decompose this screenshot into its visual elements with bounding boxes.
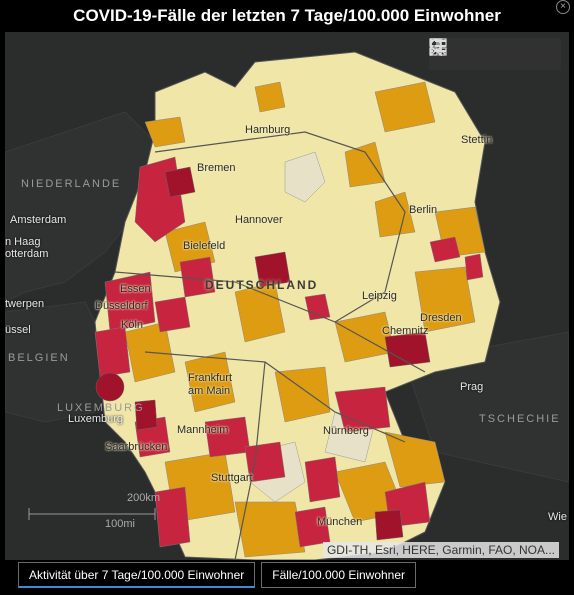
- city-label-prag: Prag: [460, 381, 484, 393]
- country-label-luxembourg: LUXEMBURG: [57, 402, 145, 414]
- basemap-gallery-icon[interactable]: [429, 38, 555, 67]
- city-label-hannover: Hannover: [235, 214, 283, 226]
- expand-icon[interactable]: ×: [556, 0, 570, 14]
- map-attribution[interactable]: GDI-TH, Esri, HERE, Garmin, FAO, NOA...: [322, 542, 559, 558]
- city-label-berlin: Berlin: [409, 204, 438, 216]
- city-label-leipzig: Leipzig: [362, 290, 397, 302]
- scale-label-km: 200km: [127, 492, 161, 504]
- city-label-bremen: Bremen: [197, 162, 236, 174]
- tab-bar: Aktivität über 7 Tage/100.000 Einwohner …: [18, 562, 417, 588]
- city-label-bielefeld: Bielefeld: [183, 240, 226, 252]
- tab-cases-per-100k[interactable]: Fälle/100.000 Einwohner: [261, 562, 417, 588]
- city-label-saarbruecken: Saarbrücken: [105, 441, 168, 453]
- city-label-den-haag: n Haag: [5, 236, 41, 248]
- legend-icon[interactable]: [430, 40, 524, 67]
- city-label-hamburg: Hamburg: [245, 124, 291, 136]
- country-label-czech: TSCHECHIE: [479, 413, 561, 425]
- city-label-muenchen: München: [317, 516, 363, 528]
- city-label-wien: Wie: [548, 511, 567, 523]
- city-label-antwerpen: twerpen: [5, 298, 45, 310]
- choropleth-map[interactable]: [5, 32, 569, 560]
- city-label-stettin: Stettin: [461, 134, 493, 146]
- scale-bar: 200km 100mi: [27, 492, 160, 546]
- city-label-mannheim: Mannheim: [177, 424, 229, 436]
- map-view[interactable]: NIEDERLANDE BELGIEN LUXEMBURG DEUTSCHLAN…: [5, 32, 569, 560]
- page-title: COVID-19-Fälle der letzten 7 Tage/100.00…: [73, 6, 501, 25]
- city-label-essen: Essen: [120, 283, 151, 295]
- city-label-nuernberg: Nürnberg: [323, 425, 369, 437]
- city-label-bruessel: üssel: [5, 324, 31, 336]
- country-label-netherlands: NIEDERLANDE: [21, 178, 122, 190]
- city-label-koeln: Köln: [121, 319, 144, 331]
- city-label-stuttgart: Stuttgart: [211, 472, 253, 484]
- city-label-luxemburg: Luxemburg: [68, 413, 124, 425]
- city-label-amsterdam: Amsterdam: [10, 214, 67, 226]
- city-label-duesseldorf: Düsseldorf: [95, 300, 148, 312]
- city-label-frankfurt-2: am Main: [188, 385, 231, 397]
- country-label-germany: DEUTSCHLAND: [205, 278, 319, 292]
- map-toolbar: [429, 38, 561, 70]
- title-bar: COVID-19-Fälle der letzten 7 Tage/100.00…: [0, 0, 574, 32]
- city-label-frankfurt-1: Frankfurt: [188, 372, 233, 384]
- city-label-chemnitz: Chemnitz: [382, 325, 429, 337]
- city-label-dresden: Dresden: [420, 312, 462, 324]
- tab-activity-7-days[interactable]: Aktivität über 7 Tage/100.000 Einwohner: [18, 562, 256, 588]
- bookmark-icon[interactable]: [430, 38, 493, 67]
- country-label-belgium: BELGIEN: [8, 352, 70, 364]
- city-label-rotterdam: otterdam: [5, 248, 49, 260]
- scale-label-mi: 100mi: [105, 518, 135, 530]
